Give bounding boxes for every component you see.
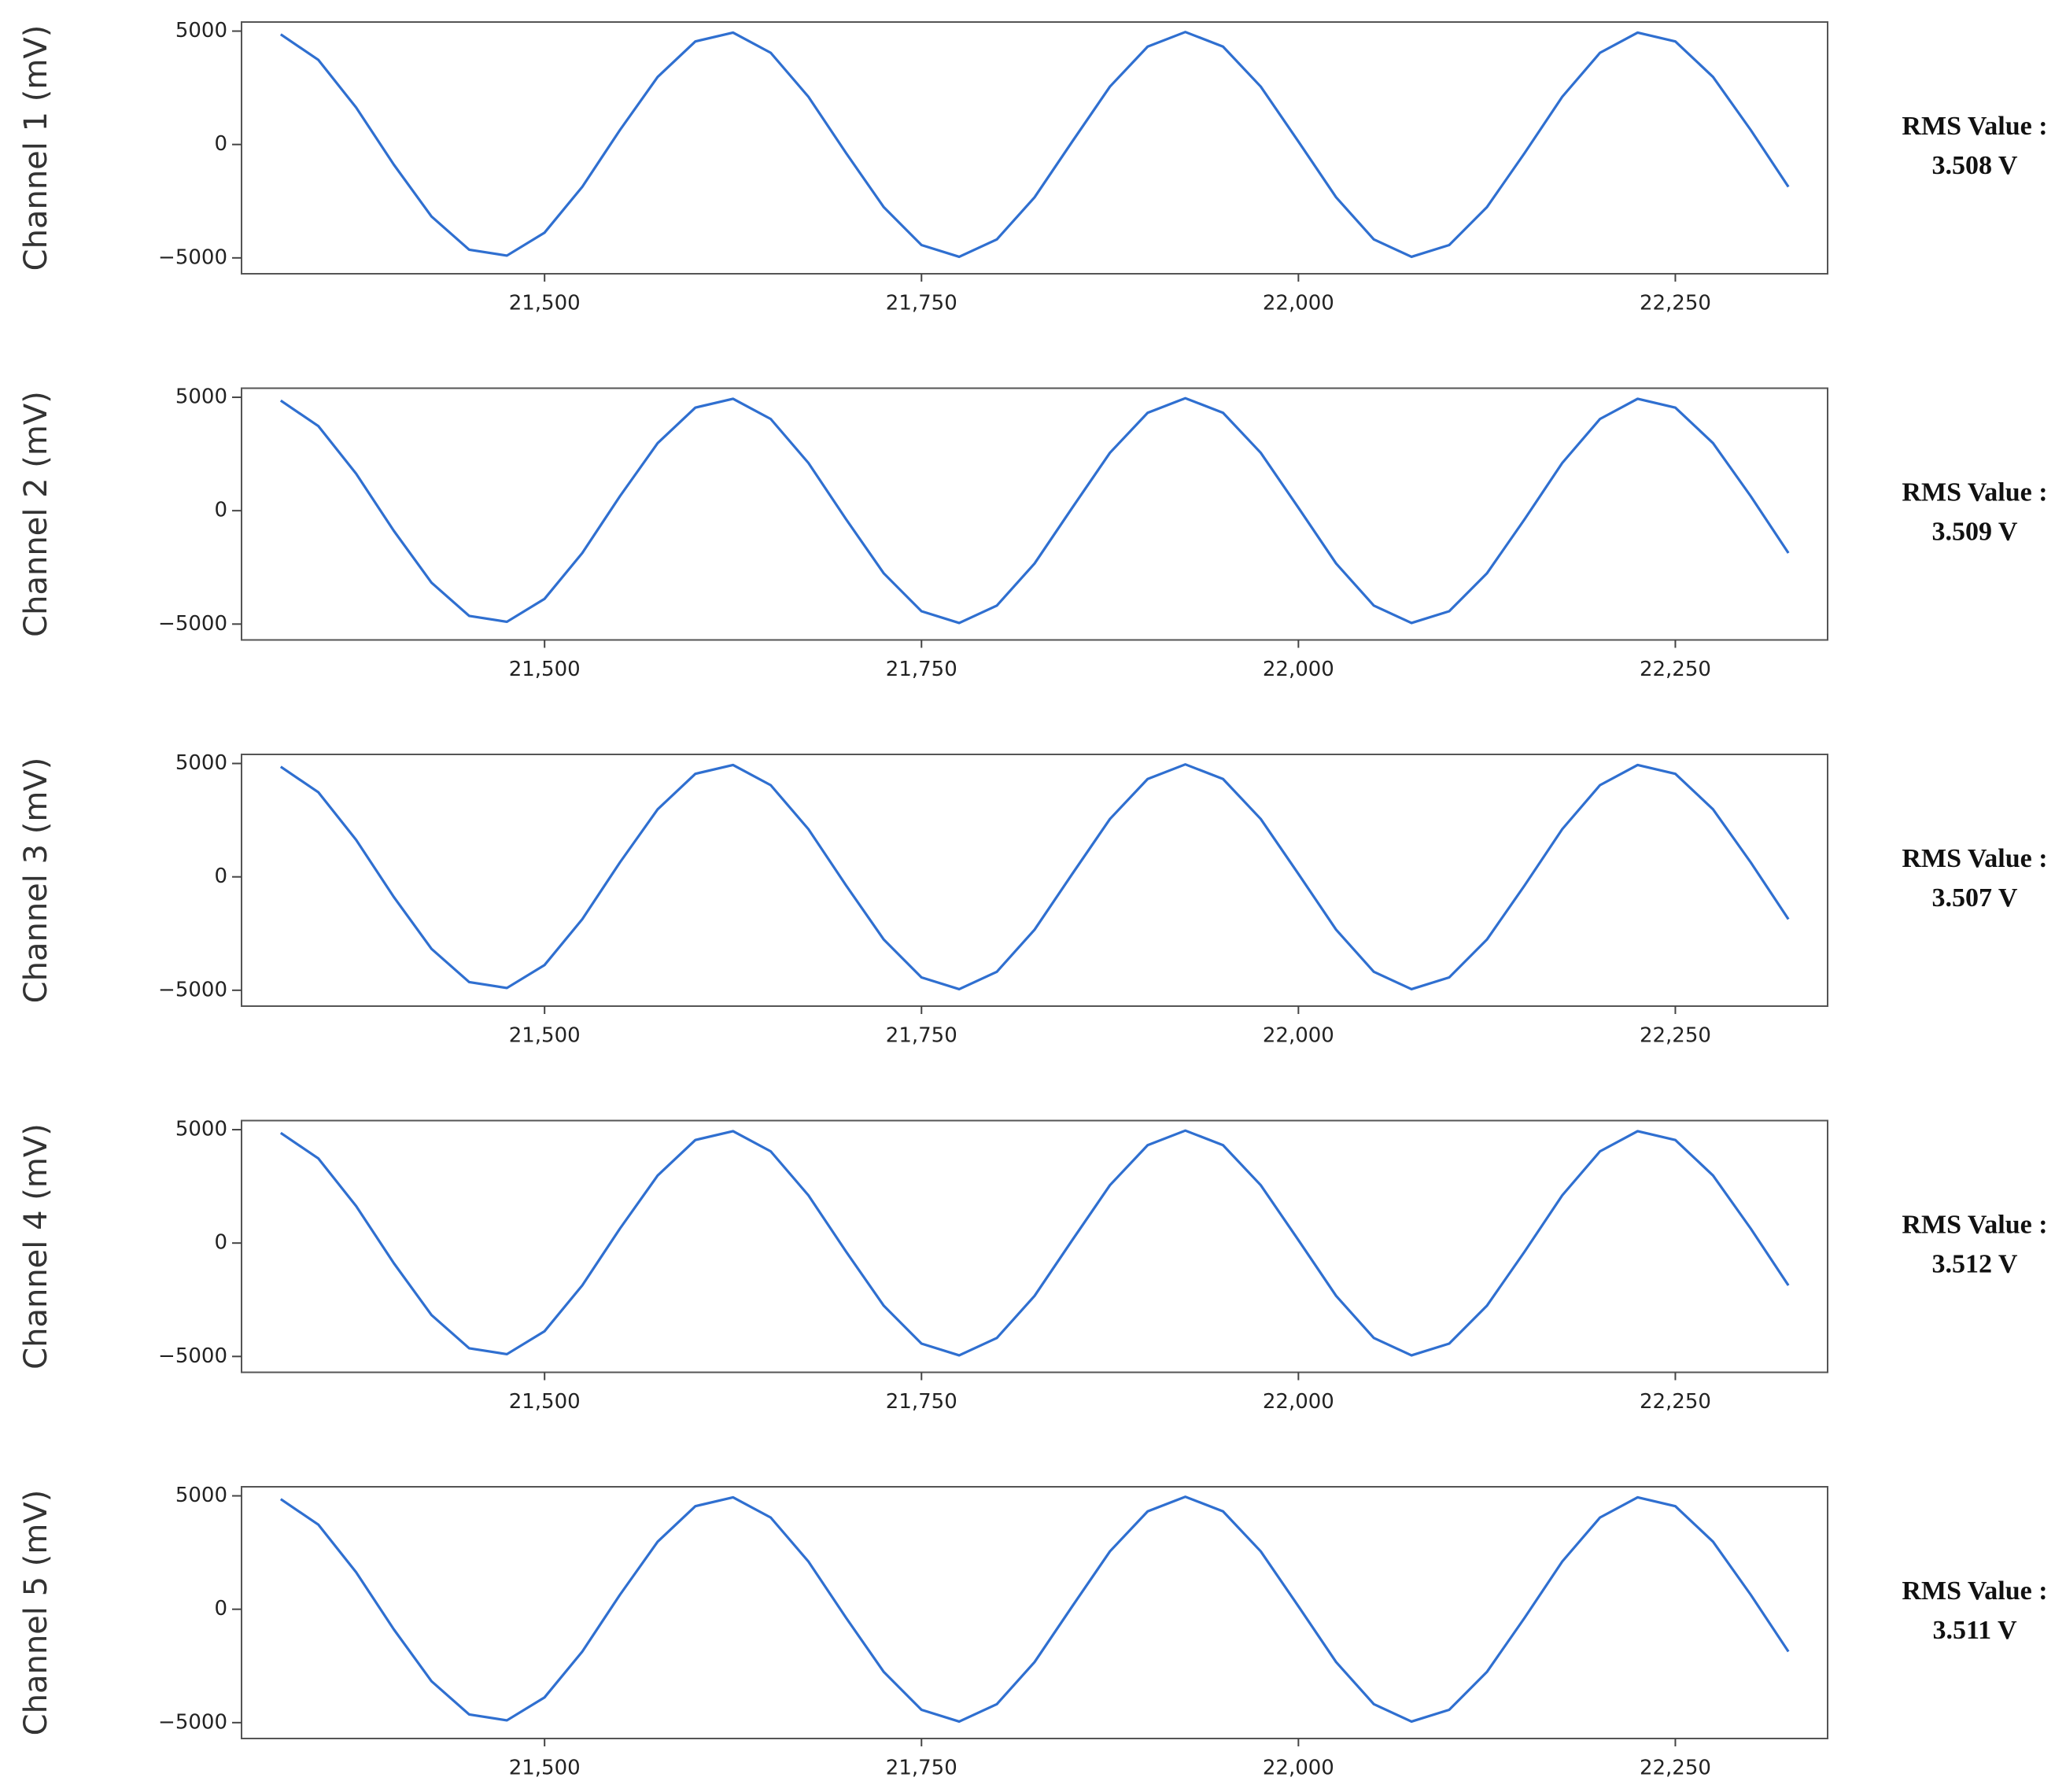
y-tick-label: 5000 — [175, 19, 227, 42]
y-tick-label: 0 — [214, 1231, 227, 1255]
y-tick-label: 5000 — [175, 751, 227, 775]
plot-frame — [241, 754, 1828, 1007]
channel-panel: −5000 0 5000 21,500 21,750 22,000 22,250 Channe… — [18, 385, 2048, 681]
y-axis-label: Channel 5 (mV) — [18, 1490, 54, 1736]
x-tick-label: 22,000 — [1263, 1757, 1334, 1780]
x-tick-label: 22,250 — [1640, 292, 1711, 315]
x-tick-label: 22,250 — [1640, 658, 1711, 681]
rms-annotation: 3.511 V — [1932, 1616, 2017, 1645]
y-tick-label: −5000 — [158, 245, 227, 269]
signal-line — [279, 763, 1790, 991]
signal-line — [279, 396, 1790, 625]
signal-line — [279, 1495, 1790, 1724]
x-tick-label: 21,750 — [886, 1757, 957, 1780]
x-tick-label: 22,000 — [1263, 292, 1334, 315]
y-tick-label: 0 — [214, 499, 227, 522]
y-tick-label: −5000 — [158, 978, 227, 1001]
plot-frame — [241, 21, 1828, 275]
y-axis-label: Channel 1 (mV) — [18, 25, 54, 271]
x-tick-label: 22,250 — [1640, 1024, 1711, 1048]
rms-annotation: RMS Value : — [1902, 1210, 2047, 1239]
x-tick-label: 22,250 — [1640, 1390, 1711, 1414]
x-tick-label: 21,750 — [886, 1390, 957, 1414]
rms-annotation: RMS Value : — [1902, 112, 2047, 141]
y-tick-label: 0 — [214, 865, 227, 888]
x-tick-label: 21,500 — [509, 1390, 581, 1414]
x-tick-label: 21,500 — [509, 658, 581, 681]
plot-frame — [241, 1486, 1828, 1739]
y-tick-label: 0 — [214, 132, 227, 156]
channel-panel: −5000 0 5000 21,500 21,750 22,000 22,250 Channe… — [18, 19, 2048, 315]
y-tick-label: −5000 — [158, 1344, 227, 1368]
rms-annotation: RMS Value : — [1902, 1576, 2047, 1606]
x-tick-label: 22,000 — [1263, 1024, 1334, 1048]
y-tick-label: 0 — [214, 1597, 227, 1621]
y-tick-label: 5000 — [175, 1484, 227, 1507]
channel-panel: −5000 0 5000 21,500 21,750 22,000 22,250 Channe… — [18, 751, 2048, 1047]
rms-annotation: 3.507 V — [1932, 883, 2018, 913]
signal-line — [279, 31, 1790, 259]
y-axis-label: Channel 2 (mV) — [18, 391, 54, 637]
signal-line — [279, 1129, 1790, 1357]
channel-panel: −5000 0 5000 21,500 21,750 22,000 22,250 Channe… — [18, 1118, 2048, 1414]
rms-annotation: 3.512 V — [1932, 1249, 2018, 1278]
x-tick-label: 21,750 — [886, 292, 957, 315]
x-tick-label: 22,000 — [1263, 658, 1334, 681]
x-tick-label: 21,750 — [886, 658, 957, 681]
x-tick-label: 21,500 — [509, 1757, 581, 1780]
y-axis-label: Channel 3 (mV) — [18, 758, 54, 1004]
y-tick-label: 5000 — [175, 1118, 227, 1141]
x-tick-label: 22,000 — [1263, 1390, 1334, 1414]
y-tick-label: −5000 — [158, 612, 227, 636]
y-axis-label: Channel 4 (mV) — [18, 1123, 54, 1370]
rms-annotation: RMS Value : — [1902, 844, 2047, 873]
rms-annotation: RMS Value : — [1902, 477, 2047, 507]
rms-annotation: 3.508 V — [1932, 151, 2018, 180]
rms-annotation: 3.509 V — [1932, 517, 2018, 546]
x-tick-label: 21,750 — [886, 1024, 957, 1048]
x-tick-label: 22,250 — [1640, 1757, 1711, 1780]
plot-frame — [241, 1119, 1828, 1373]
x-tick-label: 21,500 — [509, 1024, 581, 1048]
y-tick-label: −5000 — [158, 1710, 227, 1734]
plot-frame — [241, 387, 1828, 641]
channel-panel: −5000 0 5000 21,500 21,750 22,000 22,250 Channe… — [18, 1484, 2048, 1779]
x-tick-label: 21,500 — [509, 292, 581, 315]
y-tick-label: 5000 — [175, 385, 227, 409]
